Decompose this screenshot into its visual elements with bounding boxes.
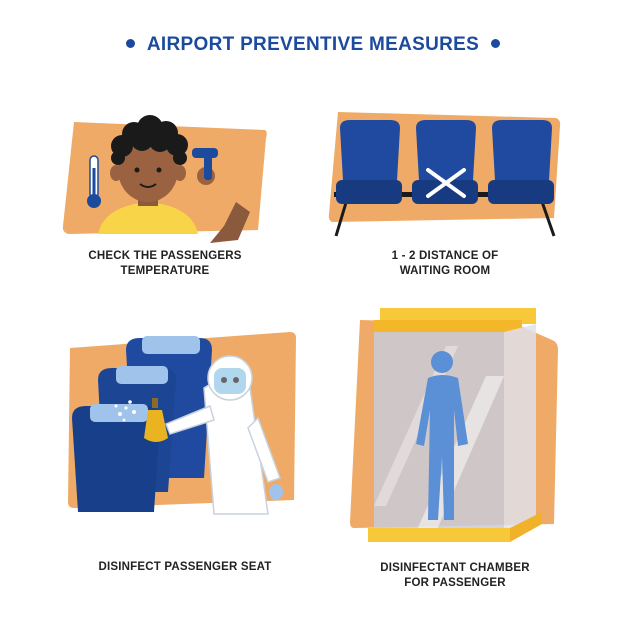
thermometer-gun-icon	[192, 148, 250, 243]
seat-icon	[488, 120, 554, 204]
panel-caption-disinfect-seat: DISINFECT PASSENGER SEAT	[98, 561, 272, 573]
passenger-figure	[98, 115, 198, 234]
panel-caption-distance: 1 - 2 DISTANCE OF WAITING ROOM	[391, 250, 499, 277]
seat-icon	[336, 120, 402, 204]
thermometer-icon	[87, 155, 101, 208]
seat-icon	[72, 404, 160, 512]
bullet-right-icon	[491, 38, 501, 48]
disinfectant-chamber-icon	[368, 308, 542, 542]
panel-caption-chamber: DISINFECTANT CHAMBER FOR PASSENGER	[380, 562, 530, 589]
hazmat-worker-figure	[165, 355, 283, 515]
temperature-check-illustration	[62, 115, 267, 243]
seat-row	[334, 120, 556, 237]
waiting-room-illustration	[328, 112, 561, 237]
disinfect-seat-illustration	[68, 332, 296, 515]
page-title-text: AIRPORT PREVENTIVE MEASURES	[146, 34, 480, 55]
disinfectant-chamber-illustration	[350, 308, 558, 542]
bullet-left-icon	[125, 38, 135, 48]
person-silhouette-icon	[416, 351, 468, 520]
panel-caption-temperature: CHECK THE PASSENGERS TEMPERATURE	[88, 250, 242, 277]
spray-bottle-icon	[144, 398, 168, 442]
spray-droplets	[114, 400, 136, 422]
page-title: AIRPORT PREVENTIVE MEASURES	[0, 34, 626, 56]
blocked-seat-cross-icon	[426, 168, 466, 198]
seat-icon	[412, 120, 478, 204]
